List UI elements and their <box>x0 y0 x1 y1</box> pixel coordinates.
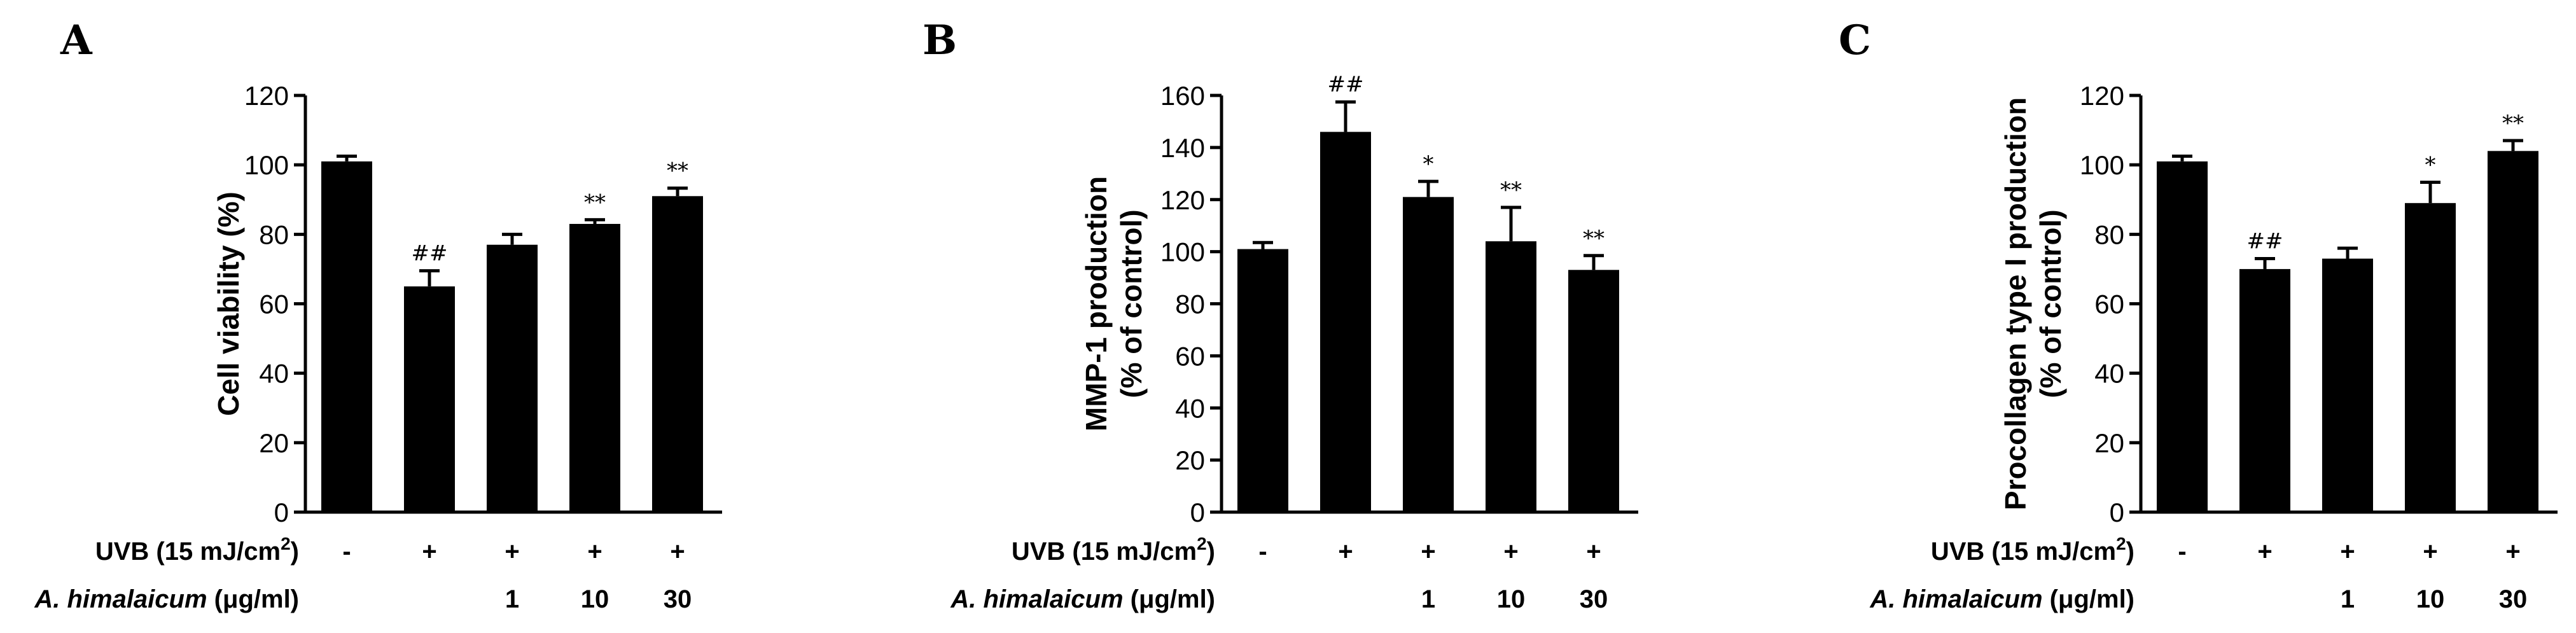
bar <box>1237 249 1288 512</box>
y-tick-label: 0 <box>274 497 289 527</box>
concentration-label: 1 <box>505 585 519 613</box>
y-tick-label: 40 <box>2094 359 2124 389</box>
significance-label: ** <box>667 158 688 184</box>
significance-label: ** <box>1500 177 1522 203</box>
y-axis-title: MMP-1 production <box>1080 176 1113 431</box>
bar <box>2488 151 2538 513</box>
significance-label: ** <box>2502 111 2524 136</box>
uvb-condition-label: + <box>1338 538 1353 566</box>
bar <box>1320 132 1371 512</box>
uvb-condition-label: - <box>2178 538 2186 566</box>
y-axis-title: Cell viability (%) <box>212 191 245 416</box>
y-tick-label: 100 <box>1160 237 1205 267</box>
y-axis-title: (% of control) <box>1115 209 1148 398</box>
uvb-condition-label: + <box>2423 538 2437 566</box>
y-tick-label: 0 <box>2110 497 2124 527</box>
panel-a: A 0 20 40 60 80 100 120 Cell viability (%) - ## + +1… <box>34 17 722 613</box>
y-tick-label: 100 <box>2080 150 2124 180</box>
panel-b: B 0 20 40 60 80 100 120 140 160 MMP-1 production (%… <box>922 17 1638 613</box>
bar <box>2405 203 2456 512</box>
bar <box>652 196 703 512</box>
panel-letter: C <box>1839 17 1871 64</box>
bar <box>1486 241 1536 512</box>
bar <box>1403 197 1454 512</box>
uvb-condition-label: + <box>1421 538 1435 566</box>
y-tick-label: 60 <box>1175 341 1205 371</box>
uvb-row-label: UVB (15 mJ/cm2) <box>1931 534 2134 566</box>
concentration-label: 1 <box>2341 585 2355 613</box>
extract-row-label: A. himalaicum (μg/ml) <box>950 585 1215 613</box>
bar <box>321 161 372 513</box>
concentration-label: 1 <box>1421 585 1435 613</box>
uvb-condition-label: + <box>670 538 685 566</box>
significance-label: * <box>2425 152 2436 177</box>
bar <box>569 223 620 512</box>
uvb-condition-label: + <box>1586 538 1601 566</box>
bar <box>2239 268 2290 512</box>
bar <box>404 286 455 512</box>
y-tick-label: 160 <box>1160 81 1205 111</box>
y-tick-label: 60 <box>2094 289 2124 319</box>
uvb-row-label: UVB (15 mJ/cm2) <box>95 534 299 566</box>
bar <box>487 244 538 512</box>
uvb-condition-label: + <box>422 538 436 566</box>
bar <box>2157 161 2208 513</box>
significance-label: ## <box>1328 72 1364 97</box>
y-tick-label: 80 <box>259 219 289 249</box>
concentration-label: 10 <box>1497 585 1526 613</box>
y-tick-label: 20 <box>1175 445 1205 475</box>
bar <box>2322 258 2373 512</box>
y-tick-label: 20 <box>2094 428 2124 458</box>
y-tick-label: 120 <box>2080 81 2124 111</box>
y-tick-label: 0 <box>1190 497 1205 527</box>
y-axis-title: (% of control) <box>2034 209 2067 398</box>
uvb-condition-label: + <box>2257 538 2272 566</box>
uvb-condition-label: + <box>2505 538 2520 566</box>
y-axis-title: Procollagen type I production <box>1999 97 2032 510</box>
y-tick-label: 100 <box>244 150 289 180</box>
y-tick-label: 80 <box>2094 219 2124 249</box>
significance-label: ## <box>412 241 448 267</box>
y-tick-label: 140 <box>1160 133 1205 163</box>
panel-letter: B <box>922 17 957 64</box>
concentration-label: 30 <box>2499 585 2528 613</box>
y-tick-label: 120 <box>1160 185 1205 215</box>
uvb-condition-label: - <box>342 538 351 566</box>
y-tick-label: 80 <box>1175 289 1205 319</box>
extract-row-label: A. himalaicum (μg/ml) <box>1869 585 2134 613</box>
y-tick-label: 60 <box>259 289 289 319</box>
significance-label: * <box>1423 151 1434 177</box>
y-tick-label: 120 <box>244 81 289 111</box>
concentration-label: 30 <box>664 585 692 613</box>
uvb-condition-label: + <box>587 538 602 566</box>
uvb-row-label: UVB (15 mJ/cm2) <box>1012 534 1215 566</box>
concentration-label: 10 <box>581 585 609 613</box>
significance-label: ** <box>1583 226 1605 251</box>
concentration-label: 10 <box>2416 585 2445 613</box>
y-tick-label: 20 <box>259 428 289 458</box>
y-tick-label: 40 <box>259 359 289 389</box>
significance-label: ** <box>584 190 606 215</box>
uvb-condition-label: - <box>1258 538 1267 566</box>
extract-row-label: A. himalaicum (μg/ml) <box>34 585 299 613</box>
significance-label: ## <box>2247 229 2283 254</box>
uvb-condition-label: + <box>2340 538 2355 566</box>
uvb-condition-label: + <box>1503 538 1518 566</box>
concentration-label: 30 <box>1580 585 1608 613</box>
panel-letter: A <box>60 17 93 64</box>
uvb-condition-label: + <box>505 538 519 566</box>
panel-c: C 0 20 40 60 80 100 120 Procollagen type I produ… <box>1839 17 2558 613</box>
bar <box>1568 270 1619 512</box>
y-tick-label: 40 <box>1175 393 1205 423</box>
